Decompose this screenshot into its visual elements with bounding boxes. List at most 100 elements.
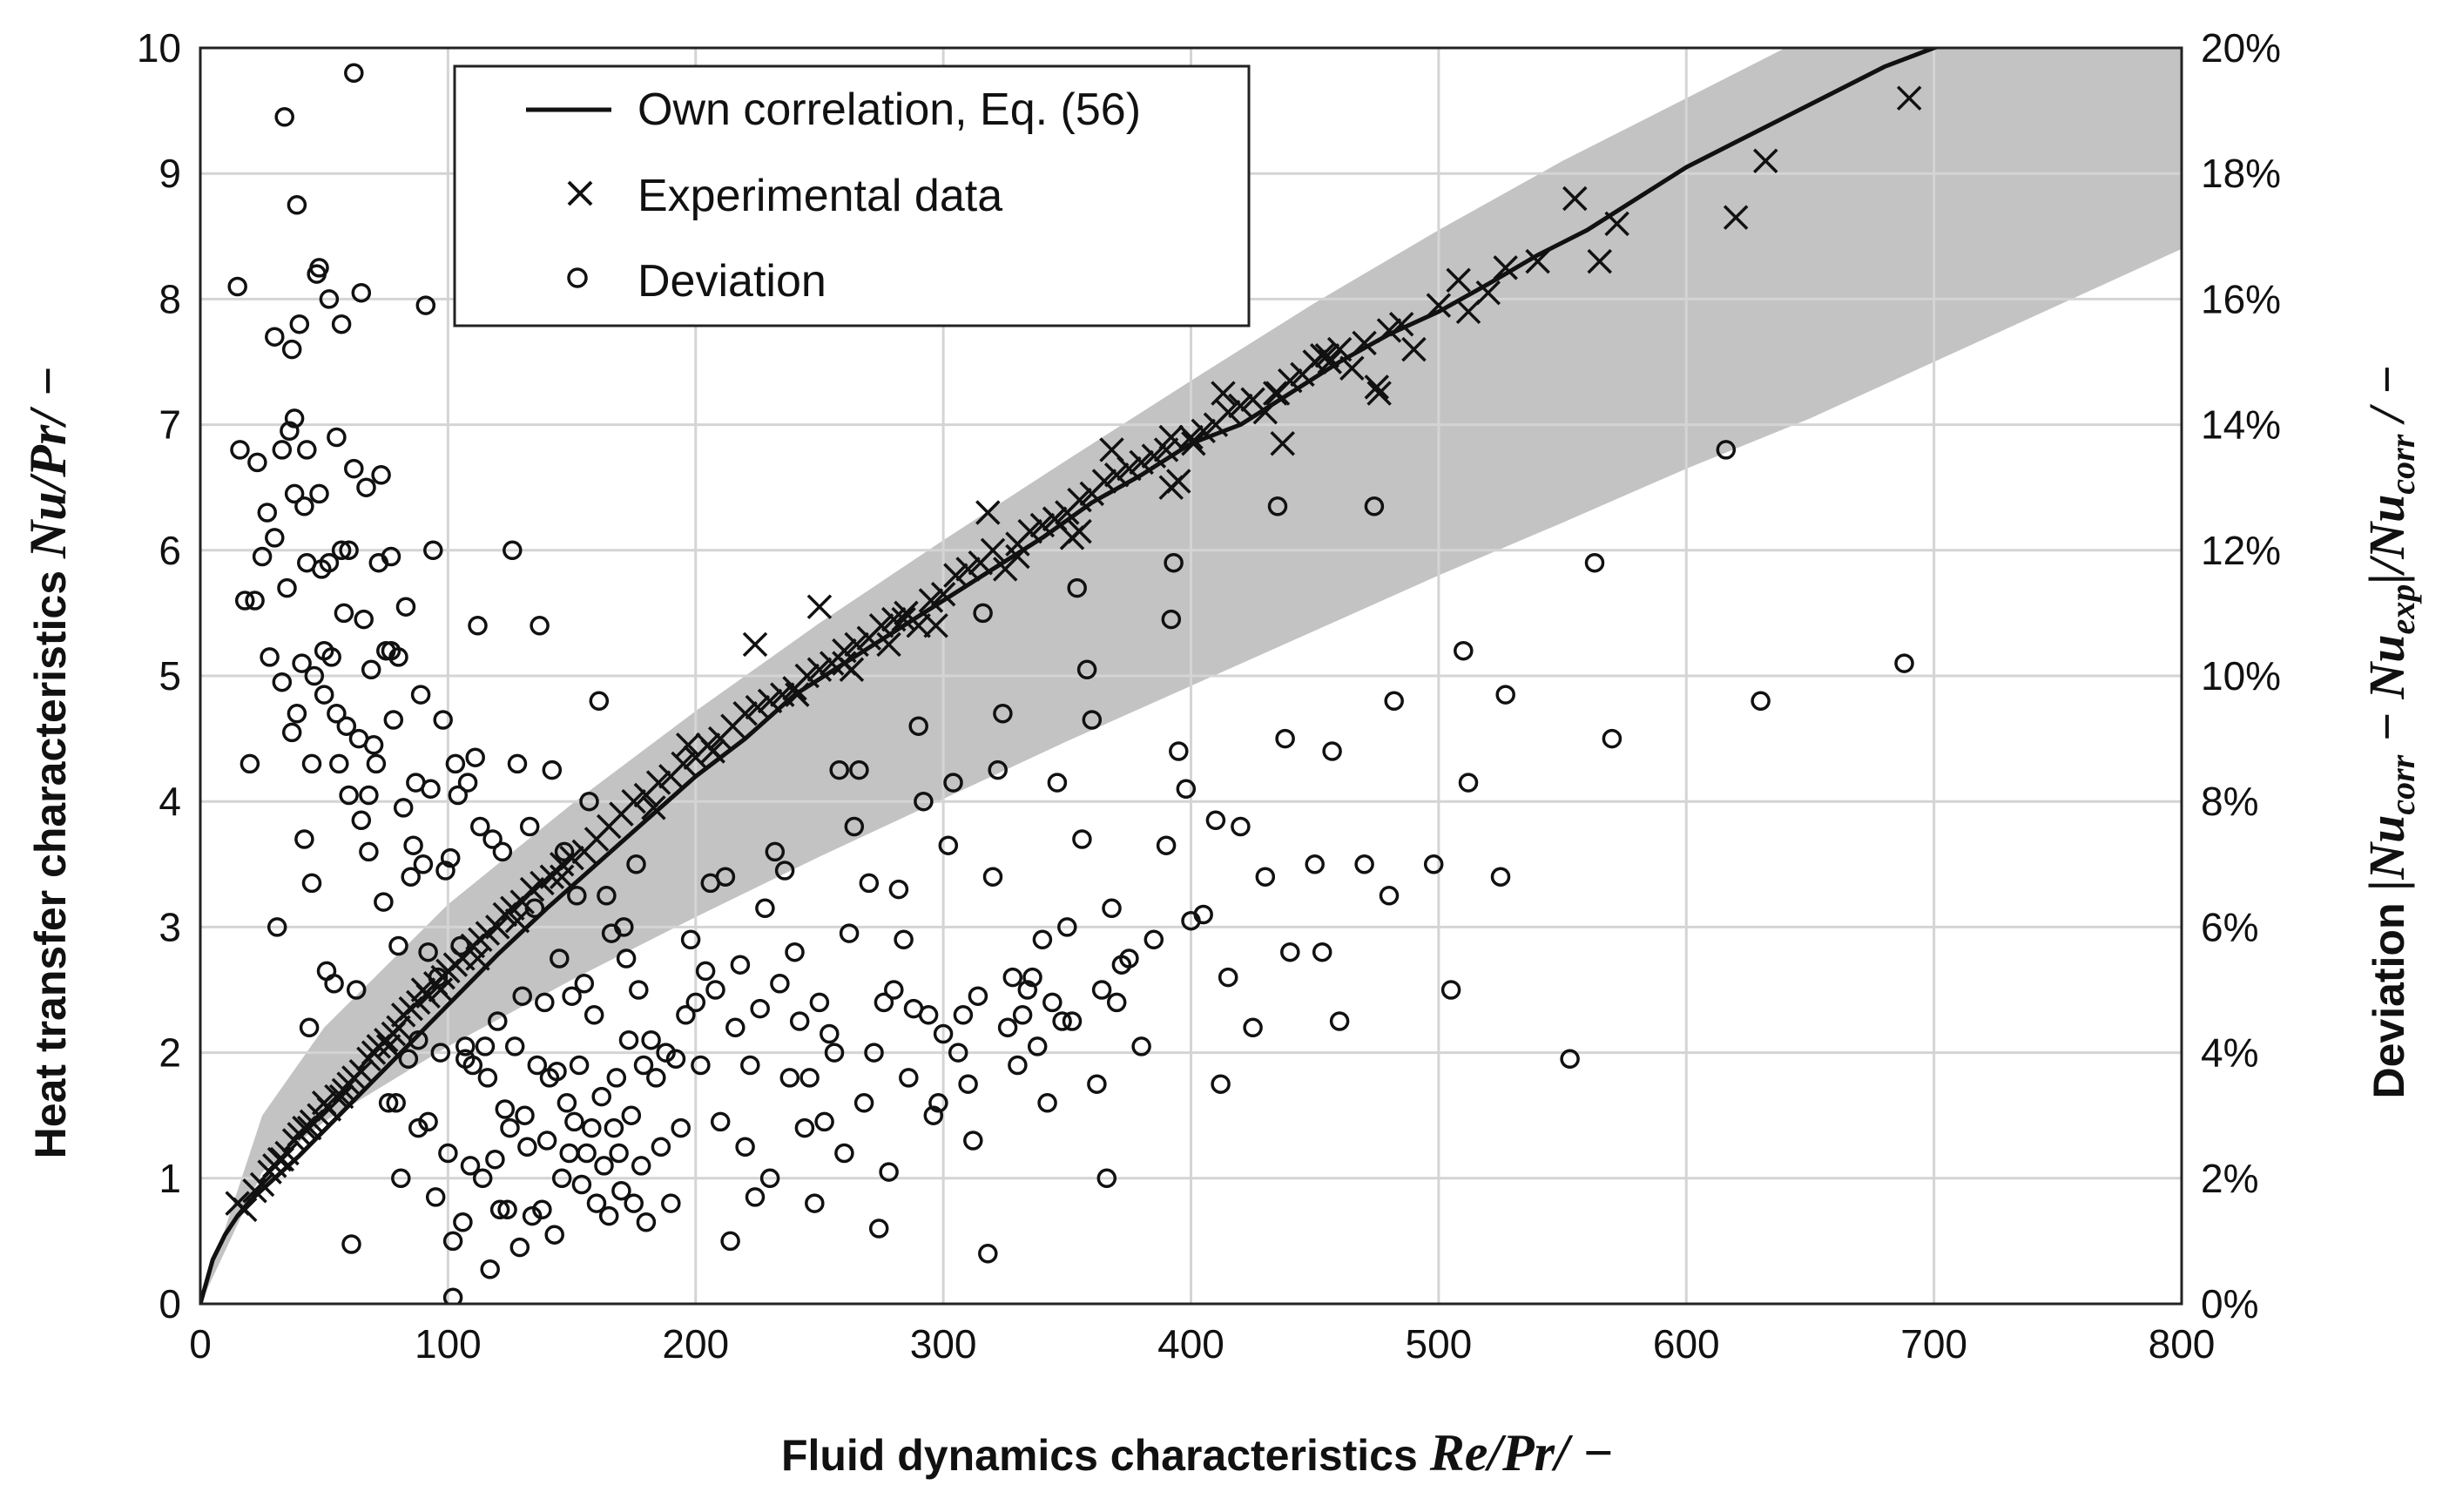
deviation-point (730, 955, 751, 975)
deviation-point (571, 1174, 592, 1195)
experimental-point (509, 889, 535, 915)
deviation-point (1067, 577, 1087, 598)
deviation-point (799, 1068, 820, 1088)
experimental-point (955, 557, 981, 582)
deviation-point (1458, 773, 1479, 793)
deviation-point (425, 1187, 446, 1207)
deviation-point (442, 1231, 463, 1252)
deviation-point (1012, 1005, 1033, 1025)
experimental-point-stroke (876, 631, 901, 658)
deviation-point (544, 1225, 564, 1245)
deviation-point (574, 974, 595, 994)
deviation-point (1329, 1011, 1350, 1031)
deviation-point (1047, 773, 1068, 793)
experimental-point (918, 588, 944, 613)
deviation-point (331, 314, 352, 334)
deviation-point (475, 1036, 496, 1056)
legend-label-experimental: Experimental data (638, 171, 1002, 221)
deviation-point (339, 785, 359, 806)
experimental-point-stroke (1401, 336, 1427, 362)
experimental-point (930, 582, 956, 607)
deviation-point (1017, 980, 1038, 1000)
deviation-point (1243, 1017, 1263, 1038)
experimental-point-stroke (1326, 336, 1353, 362)
experimental-point (348, 1058, 374, 1084)
experimental-point (1309, 343, 1335, 368)
deviation-point (408, 1117, 428, 1138)
deviation-point (938, 835, 959, 855)
experimental-point (1723, 205, 1749, 230)
experimental-point (1099, 437, 1124, 462)
deviation-point (371, 465, 391, 485)
deviation-point (785, 942, 805, 962)
deviation-point (477, 1068, 498, 1088)
experimental-point-stroke (1753, 148, 1778, 174)
deviation-point (661, 1193, 681, 1213)
deviation-point (530, 616, 550, 636)
deviation-point (691, 1055, 711, 1076)
deviation-point (646, 1068, 666, 1088)
deviation-point (978, 1244, 998, 1264)
deviation-point (584, 1005, 604, 1025)
experimental-point (1067, 518, 1092, 544)
experimental-point-stroke (1604, 211, 1629, 237)
deviation-point (710, 1111, 731, 1132)
experimental-point-stroke (375, 1034, 401, 1059)
deviation-point (651, 1137, 671, 1158)
deviation-point (517, 1137, 537, 1158)
experimental-point-stroke (348, 1058, 374, 1084)
experimental-point-stroke (1455, 299, 1481, 325)
deviation-point (621, 1105, 642, 1125)
deviation-point (1119, 948, 1139, 969)
deviation-point (899, 1068, 919, 1088)
deviation-point (1022, 967, 1042, 988)
experimental-point-stroke (1017, 518, 1042, 544)
experimental-point-stroke (930, 582, 956, 607)
x-tick-label: 800 (2149, 1321, 2216, 1367)
y2-tick-label: 2% (2201, 1156, 2258, 1201)
y2-tick-label: 12% (2201, 528, 2281, 573)
deviation-point (1164, 552, 1184, 573)
deviation-point (1280, 942, 1300, 962)
deviation-point (616, 948, 637, 969)
experimental-point-stroke (249, 1171, 275, 1198)
experimental-point-stroke (923, 613, 948, 638)
deviation-point (457, 773, 478, 793)
experimental-point (1446, 267, 1471, 294)
y2-tick-label: 20% (2201, 25, 2281, 71)
deviation-point (564, 1111, 584, 1132)
deviation-point (423, 540, 443, 561)
deviation-point (715, 867, 736, 887)
experimental-point-stroke (881, 606, 907, 632)
experimental-point-stroke (504, 908, 530, 934)
deviation-point (551, 1168, 572, 1189)
deviation-point (265, 327, 285, 347)
experimental-point (943, 563, 968, 588)
deviation-point (418, 942, 438, 962)
experimental-point (1215, 399, 1241, 425)
deviation-point (1027, 1036, 1048, 1056)
deviation-point (503, 540, 523, 561)
experimental-point-stroke (641, 795, 666, 820)
deviation-point (334, 603, 354, 624)
deviation-point (497, 1199, 517, 1220)
deviation-point (465, 747, 485, 767)
experimental-point-stroke (1475, 280, 1501, 306)
deviation-point (973, 603, 993, 624)
experimental-point-stroke (1587, 248, 1612, 274)
correlation-line-layer (200, 48, 1942, 1304)
deviation-point (1076, 659, 1097, 680)
deviation-point (579, 791, 599, 812)
tick-labels-layer: 0 100 200 300 400 500 600 700 800 0 1 2 3 4 5 6 7 8 9 10 0% 2… (137, 25, 2281, 1367)
deviation-point (577, 1143, 597, 1164)
deviation-point (442, 1287, 463, 1304)
experimental-point-stroke (1262, 381, 1288, 406)
deviation-point (829, 759, 849, 780)
deviation-point (413, 854, 434, 874)
experimental-point (1364, 375, 1390, 400)
experimental-point (386, 1015, 411, 1040)
deviation-point (395, 597, 416, 617)
deviation-point (1584, 552, 1605, 573)
deviation-point (1091, 980, 1112, 1000)
experimental-point-stroke (1067, 487, 1092, 513)
